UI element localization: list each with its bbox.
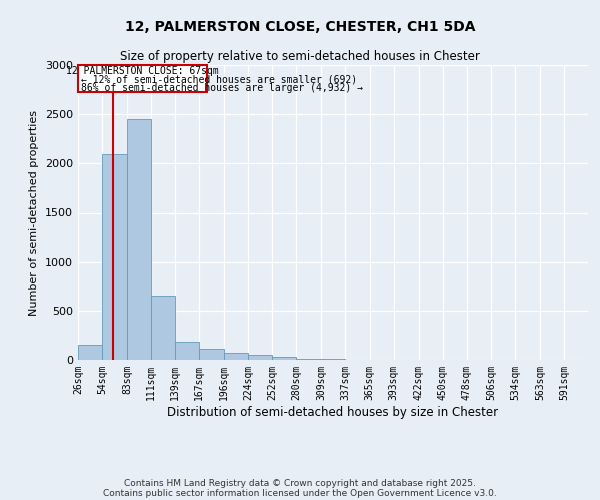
Text: Contains public sector information licensed under the Open Government Licence v3: Contains public sector information licen… [103, 488, 497, 498]
Text: ← 12% of semi-detached houses are smaller (692): ← 12% of semi-detached houses are smalle… [82, 75, 358, 85]
Bar [127, 119, 151, 360]
Bar [102, 154, 127, 360]
Text: 12, PALMERSTON CLOSE, CHESTER, CH1 5DA: 12, PALMERSTON CLOSE, CHESTER, CH1 5DA [125, 20, 475, 34]
Text: 12 PALMERSTON CLOSE: 67sqm: 12 PALMERSTON CLOSE: 67sqm [66, 66, 219, 76]
Bar [322, 359, 346, 360]
Bar [296, 358, 322, 360]
X-axis label: Distribution of semi-detached houses by size in Chester: Distribution of semi-detached houses by … [167, 406, 499, 418]
Text: Size of property relative to semi-detached houses in Chester: Size of property relative to semi-detach… [120, 50, 480, 63]
Bar [199, 349, 224, 360]
Bar [224, 352, 248, 360]
Y-axis label: Number of semi-detached properties: Number of semi-detached properties [29, 110, 40, 316]
Bar [151, 296, 175, 360]
Bar [175, 342, 199, 360]
Bar [248, 354, 272, 360]
Text: 86% of semi-detached houses are larger (4,932) →: 86% of semi-detached houses are larger (… [82, 83, 364, 93]
Text: Contains HM Land Registry data © Crown copyright and database right 2025.: Contains HM Land Registry data © Crown c… [124, 478, 476, 488]
Bar [272, 357, 296, 360]
FancyBboxPatch shape [78, 65, 207, 92]
Bar [78, 345, 102, 360]
